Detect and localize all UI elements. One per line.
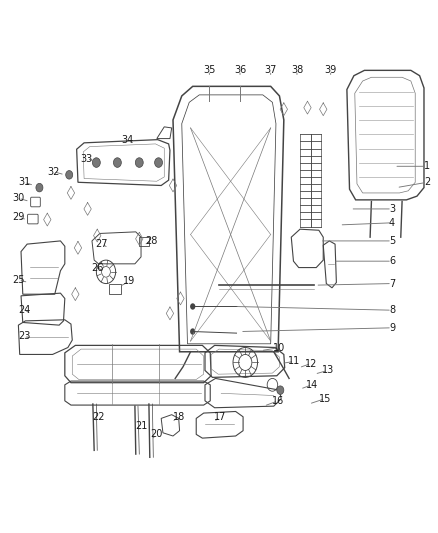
Text: 15: 15 [319, 394, 331, 403]
Text: 23: 23 [18, 331, 30, 341]
Circle shape [113, 158, 121, 167]
Text: 2: 2 [424, 177, 430, 187]
Text: 3: 3 [389, 204, 395, 214]
Text: 7: 7 [389, 279, 395, 288]
Text: 9: 9 [389, 323, 395, 333]
Text: 12: 12 [305, 359, 317, 368]
Circle shape [155, 158, 162, 167]
Text: 16: 16 [272, 396, 284, 406]
Circle shape [277, 386, 284, 394]
Text: 20: 20 [151, 430, 163, 439]
Text: 1: 1 [424, 161, 430, 171]
Circle shape [190, 328, 195, 335]
Circle shape [92, 158, 100, 167]
Text: 13: 13 [321, 366, 334, 375]
Text: 33: 33 [81, 154, 93, 164]
Text: 8: 8 [389, 305, 395, 315]
Text: 25: 25 [12, 275, 25, 285]
Text: 34: 34 [122, 135, 134, 144]
Text: 39: 39 [325, 66, 337, 75]
Circle shape [66, 171, 73, 179]
Circle shape [190, 303, 195, 310]
Text: 31: 31 [18, 177, 30, 187]
Circle shape [135, 158, 143, 167]
Text: 37: 37 [265, 66, 277, 75]
Text: 21: 21 [135, 422, 147, 431]
Text: 35: 35 [203, 66, 215, 75]
Text: 27: 27 [95, 239, 108, 249]
Text: 28: 28 [145, 236, 157, 246]
Text: 22: 22 [92, 412, 105, 422]
Text: 11: 11 [288, 357, 300, 366]
Text: 32: 32 [47, 167, 60, 176]
Text: 14: 14 [306, 380, 318, 390]
Bar [109, 284, 121, 294]
Bar [139, 237, 149, 246]
Text: 5: 5 [389, 236, 395, 246]
Text: 24: 24 [18, 305, 30, 315]
Text: 26: 26 [91, 263, 103, 272]
Text: 36: 36 [234, 66, 246, 75]
Text: 19: 19 [123, 277, 135, 286]
Circle shape [36, 183, 43, 192]
Text: 30: 30 [12, 193, 25, 203]
Text: 18: 18 [173, 412, 185, 422]
Text: 17: 17 [214, 412, 226, 422]
Text: 10: 10 [273, 343, 286, 352]
Text: 38: 38 [291, 66, 303, 75]
Text: 6: 6 [389, 256, 395, 266]
Text: 29: 29 [12, 213, 25, 222]
Text: 4: 4 [389, 218, 395, 228]
